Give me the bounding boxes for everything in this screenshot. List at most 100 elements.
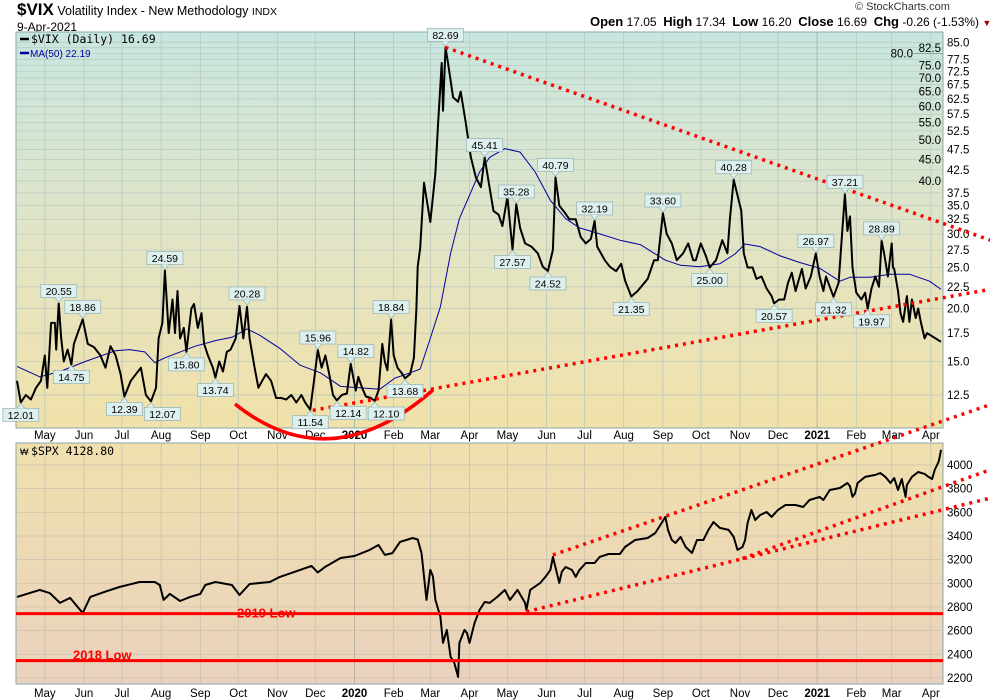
callout-box: [329, 405, 367, 420]
callout-text: 14.82: [343, 346, 369, 358]
callout-text: 40.79: [542, 160, 568, 172]
x-tick-label: Oct: [229, 688, 248, 700]
bottoming-arc: [233, 388, 435, 441]
callout-text: 13.74: [202, 385, 228, 397]
callout-pointer: [480, 151, 489, 158]
value-callout: 12.10: [367, 401, 405, 421]
callout-text: 15.80: [173, 359, 199, 371]
chg-label: Chg: [873, 14, 899, 29]
callout-text: 18.86: [70, 302, 96, 314]
callout-text: 12.14: [335, 408, 361, 420]
x-tick-label: Aug: [151, 430, 171, 442]
low-label: Low: [732, 14, 759, 29]
value-callout: 13.74: [197, 377, 234, 397]
callout-pointer: [120, 396, 129, 403]
callout-text: 12.01: [8, 410, 34, 422]
x-tick-label: Jul: [115, 688, 130, 700]
y-tick-label: 40.0: [919, 176, 941, 188]
x-tick-label: Dec: [768, 430, 789, 442]
ohlc-readout: Open 17.05 High 17.34 Low 16.20 Close 16…: [590, 14, 990, 30]
y-tick-label: 35.0: [947, 201, 969, 213]
y-tick-label: 45.0: [919, 154, 941, 166]
y-tick-label: 72.5: [947, 67, 969, 79]
callout-text: 27.57: [499, 257, 525, 269]
x-tick-label: Apr: [922, 430, 940, 442]
callout-box: [337, 344, 375, 359]
callout-pointer: [658, 206, 668, 213]
value-callout: 82.69: [427, 27, 464, 47]
callout-pointer: [508, 249, 517, 256]
high-value: 17.34: [695, 15, 726, 29]
y-tick-label: 2800: [947, 602, 973, 614]
y-tick-label: 60.0: [919, 101, 941, 113]
callout-box: [367, 406, 405, 421]
x-tick-label: Sep: [190, 430, 210, 442]
value-callout: 12.07: [144, 401, 181, 421]
exchange: INDX: [251, 6, 277, 18]
callout-pointer: [242, 299, 252, 306]
y-tick-label: 62.5: [947, 94, 969, 106]
y-tick-label: 3400: [947, 531, 973, 543]
x-tick-label: Apr: [461, 430, 479, 442]
value-callout: 45.41: [466, 138, 504, 158]
index-name: Volatility Index - New Methodology: [57, 4, 249, 18]
callout-text: 24.52: [535, 279, 561, 291]
value-callout: 18.84: [372, 300, 410, 320]
y-tick-label: 27.5: [947, 245, 969, 257]
y-tick-label: 2200: [947, 673, 973, 685]
y-tick-label: 4000: [947, 460, 973, 472]
value-callout: 21.35: [612, 296, 650, 316]
value-callout: 21.32: [815, 297, 852, 316]
value-callout: 25.00: [691, 267, 729, 287]
callout-pointer: [705, 267, 714, 274]
callout-text: 25.00: [697, 275, 723, 287]
y-tick-label: 3000: [947, 578, 973, 590]
callout-pointer: [146, 401, 156, 408]
x-tick-label: 2021: [804, 430, 830, 442]
callout-text: 24.59: [152, 253, 178, 265]
high-label: High: [663, 14, 693, 29]
callout-text: 28.89: [868, 223, 894, 235]
callout-text: 12.10: [373, 408, 399, 420]
callout-text: 45.41: [472, 140, 498, 152]
callout-pointer: [590, 214, 599, 221]
x-tick-label: Dec: [305, 688, 326, 700]
value-callout: 26.97: [797, 234, 835, 254]
value-callout: 20.55: [40, 284, 78, 304]
legend-spx: $SPX 4128.80: [31, 444, 114, 458]
callout-box: [144, 407, 181, 421]
callout-text: 21.35: [618, 304, 644, 316]
spx-line: [16, 449, 942, 678]
x-tick-label: Apr: [461, 688, 479, 700]
callout-pointer: [211, 377, 220, 384]
open-value: 17.05: [626, 15, 657, 29]
callout-pointer: [551, 171, 560, 178]
callout-text: 20.55: [46, 286, 72, 298]
low-value: 16.20: [761, 15, 792, 29]
callout-pointer: [332, 400, 342, 407]
x-tick-label: Jul: [115, 430, 130, 442]
y-tick-label: 20.0: [947, 304, 969, 316]
value-callout: 28.89: [863, 221, 900, 241]
callout-pointer: [626, 296, 636, 303]
copyright: © StockCharts.com: [855, 1, 950, 13]
x-tick-label: Feb: [846, 430, 866, 442]
y-tick-label: 67.5: [947, 80, 969, 92]
x-tick-label: Feb: [846, 688, 866, 700]
callout-text: 11.54: [297, 417, 323, 429]
ma50-line: [16, 148, 942, 390]
callout-text: 18.84: [378, 302, 404, 314]
x-tick-label: Oct: [692, 430, 711, 442]
x-tick-label: Jul: [577, 688, 592, 700]
y-tick-label: 32.5: [947, 214, 969, 226]
value-callout: 15.80: [167, 352, 205, 371]
x-tick-label: Feb: [384, 430, 404, 442]
y-tick-label: 47.5: [947, 144, 969, 156]
x-tick-label: Nov: [267, 688, 288, 700]
callout-pointer: [370, 401, 380, 408]
callout-text: 14.75: [58, 372, 84, 384]
callout-pointer: [305, 410, 315, 416]
x-tick-label: Aug: [613, 688, 633, 700]
value-callout: 20.57: [755, 303, 793, 323]
x-tick-label: Oct: [229, 430, 248, 442]
